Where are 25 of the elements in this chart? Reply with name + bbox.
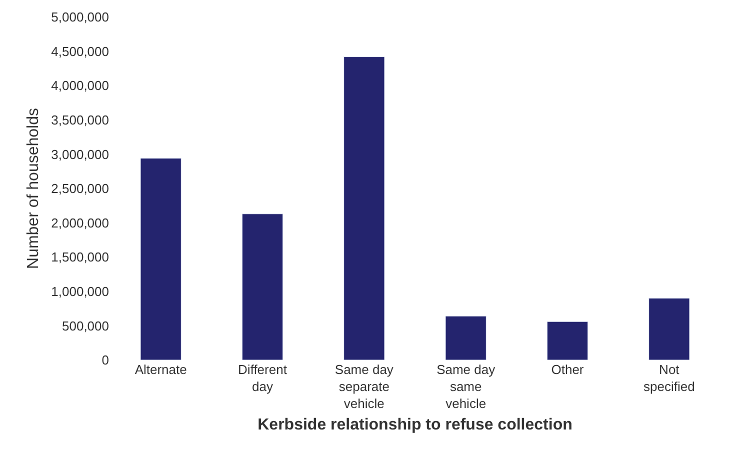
y-tick-label: 1,500,000 [51, 250, 109, 265]
x-tick-label: Same day separate vehicle [334, 362, 394, 411]
bar [344, 56, 385, 360]
y-tick-label: 4,500,000 [51, 44, 109, 59]
y-axis-title: Number of households [25, 108, 42, 269]
bar [445, 316, 486, 360]
bar [648, 298, 690, 360]
y-tick-label: 3,000,000 [51, 146, 109, 162]
bar [546, 321, 588, 360]
bar [140, 158, 182, 360]
y-tick-label: 5,000,000 [51, 10, 109, 25]
y-tick-label: 4,000,000 [51, 78, 109, 94]
x-tick-label: Same day same vehicle [436, 362, 496, 411]
x-tick-label: Different day [238, 362, 288, 394]
y-tick-label: 1,000,000 [51, 284, 109, 299]
y-tick-label: 2,500,000 [51, 181, 109, 196]
x-tick-label: Alternate [134, 362, 187, 377]
x-tick-label: Not specified [644, 362, 695, 394]
y-tick-label: 0 [102, 352, 109, 368]
x-tick-label: Other [551, 362, 584, 377]
y-tick-label: 2,000,000 [51, 215, 109, 230]
y-tick-label: 500,000 [62, 318, 109, 334]
y-tick-label: 3,500,000 [51, 112, 109, 128]
bar [242, 214, 284, 360]
x-axis-title: Kerbside relationship to refuse collection [258, 416, 572, 434]
